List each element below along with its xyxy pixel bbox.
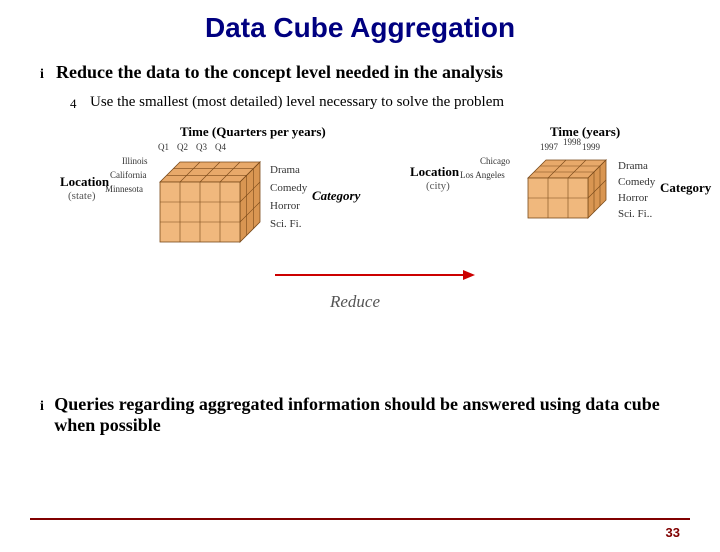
left-top-axis: Time (Quarters per years) xyxy=(180,124,326,140)
bullet-list-2: Queries regarding aggregated information… xyxy=(0,394,720,436)
left-top-tick: Q4 xyxy=(215,142,226,152)
left-side-sub: (state) xyxy=(68,190,95,202)
bullet-text: Queries regarding aggregated information… xyxy=(54,394,690,436)
right-top-axis: Time (years) xyxy=(550,124,620,140)
bullet-text: Reduce the data to the concept level nee… xyxy=(56,62,503,83)
bullet-level2: 4 Use the smallest (most detailed) level… xyxy=(70,94,690,114)
left-cube-icon xyxy=(150,152,290,272)
right-cat-tick: Horror xyxy=(618,192,648,204)
left-row-tick: California xyxy=(110,170,147,180)
reduce-arrow-icon xyxy=(275,274,465,276)
right-row-tick: Los Angeles xyxy=(460,170,505,180)
right-cat-tick: Comedy xyxy=(618,176,655,188)
left-top-tick: Q1 xyxy=(158,142,169,152)
right-side-axis: Location xyxy=(410,164,459,180)
right-top-tick: 1997 xyxy=(540,142,558,152)
right-category-axis: Category xyxy=(660,180,711,196)
right-top-tick: 1999 xyxy=(582,142,600,152)
bullet-level1: Queries regarding aggregated information… xyxy=(40,394,690,436)
left-cat-tick: Horror xyxy=(270,200,300,212)
left-side-axis: Location xyxy=(60,174,109,190)
sub-bullet-marker-icon: 4 xyxy=(70,94,84,114)
left-row-tick: Minnesota xyxy=(105,184,143,194)
footer-rule xyxy=(30,518,690,520)
left-cat-tick: Comedy xyxy=(270,182,307,194)
bullet-marker-icon xyxy=(40,394,54,418)
left-top-tick: Q3 xyxy=(196,142,207,152)
reduce-arrow-head-icon xyxy=(463,270,475,280)
figure-data-cube: Time (Quarters per years) Q1 Q2 Q3 Q4 Lo… xyxy=(60,124,700,364)
right-side-sub: (city) xyxy=(426,180,450,192)
slide-title: Data Cube Aggregation xyxy=(0,12,720,44)
right-cat-tick: Sci. Fi.. xyxy=(618,208,652,220)
right-row-tick: Chicago xyxy=(480,156,510,166)
right-cat-tick: Drama xyxy=(618,160,648,172)
left-row-tick: Illinois xyxy=(122,156,148,166)
bullet-marker-icon xyxy=(40,62,56,86)
reduce-label: Reduce xyxy=(330,292,380,312)
bullet-level1: Reduce the data to the concept level nee… xyxy=(40,62,690,86)
left-cat-tick: Drama xyxy=(270,164,300,176)
bullet-list: Reduce the data to the concept level nee… xyxy=(0,62,720,114)
left-top-tick: Q2 xyxy=(177,142,188,152)
bullet-text: Use the smallest (most detailed) level n… xyxy=(90,94,504,111)
left-cat-tick: Sci. Fi. xyxy=(270,218,301,230)
left-category-axis: Category xyxy=(312,188,360,204)
page-number: 33 xyxy=(666,525,680,540)
right-top-tick: 1998 xyxy=(563,137,581,147)
